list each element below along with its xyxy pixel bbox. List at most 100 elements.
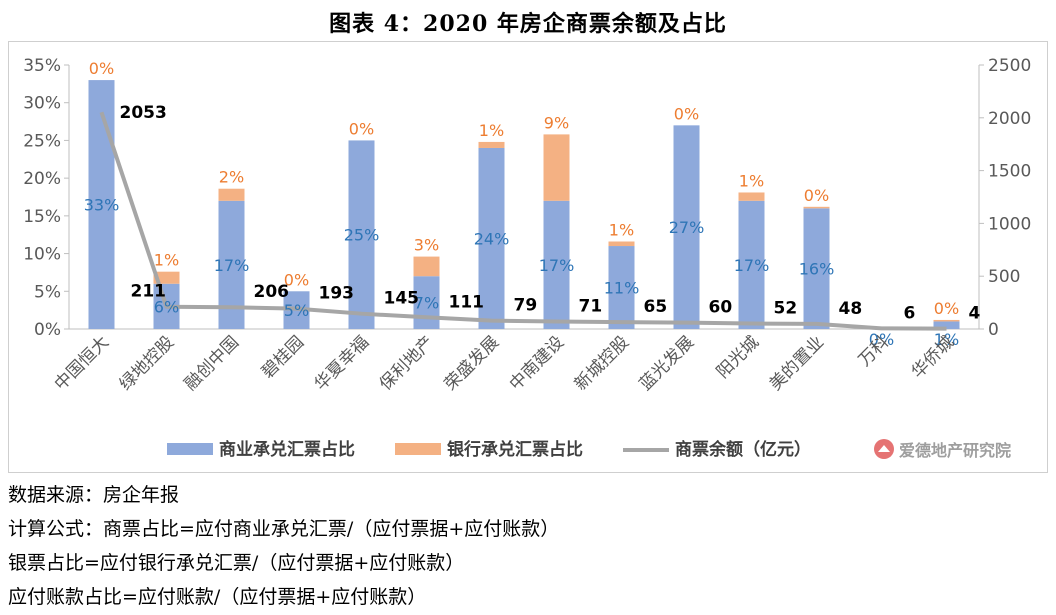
category-label: 阳光城 xyxy=(713,332,763,382)
left-tick-label: 25% xyxy=(23,131,61,151)
legend-swatch-commercial xyxy=(167,443,213,455)
bar-bank xyxy=(803,206,830,209)
bar-commercial xyxy=(738,200,765,329)
label-bank: 0% xyxy=(934,299,959,318)
bar-commercial xyxy=(803,208,830,329)
logo-text: 爱德地产研究院 xyxy=(899,441,1011,460)
bar-commercial xyxy=(608,246,635,329)
note-formula-commercial: 计算公式：商票占比=应付商业承兑汇票/（应付票据+应付账款） xyxy=(8,518,560,540)
left-tick-label: 15% xyxy=(23,207,61,227)
balance-line xyxy=(99,111,947,331)
label-commercial: 16% xyxy=(799,260,835,279)
category-label: 碧桂园 xyxy=(258,332,308,382)
category-label: 中国恒大 xyxy=(51,332,113,394)
label-commercial: 6% xyxy=(154,297,179,316)
category-label: 保利地产 xyxy=(376,332,438,394)
left-tick-label: 0% xyxy=(34,320,61,340)
label-commercial: 5% xyxy=(284,301,309,320)
category-label: 荣盛发展 xyxy=(441,332,503,394)
combo-chart: 0% 5% 10% 15% 20% 25% 30% 35% 0 500 1000 1500 2000 25… xyxy=(23,56,1031,460)
right-tick-label: 2000 xyxy=(988,109,1031,129)
bar-commercial xyxy=(673,125,700,329)
right-tick-label: 1000 xyxy=(988,214,1031,234)
bar-bank xyxy=(478,141,505,148)
bar-commercial xyxy=(413,276,440,329)
note-formula-bank: 银票占比=应付银行承兑汇票/（应付票据+应付账款） xyxy=(8,552,465,574)
label-balance: 48 xyxy=(839,299,863,319)
right-tick-label: 2500 xyxy=(988,56,1031,76)
category-label: 美的置业 xyxy=(766,332,828,394)
category-label: 中南建设 xyxy=(506,332,568,394)
label-bank: 0% xyxy=(349,119,374,138)
right-tick-label: 1500 xyxy=(988,162,1031,182)
category-label: 蓝光发展 xyxy=(636,332,698,394)
left-tick-label: 30% xyxy=(23,94,61,114)
label-bank: 9% xyxy=(544,113,569,132)
category-label: 新城控股 xyxy=(571,332,633,394)
left-tick-label: 20% xyxy=(23,169,61,189)
label-bank: 1% xyxy=(479,121,504,140)
label-bank: 0% xyxy=(284,270,309,289)
note-formula-payable: 应付账款占比=应付账款/（应付票据+应付账款） xyxy=(8,586,427,608)
bar-bank xyxy=(738,192,765,201)
legend-swatch-bank xyxy=(395,443,441,455)
house-logo-icon-roof xyxy=(878,445,890,452)
notes: 数据来源：房企年报 计算公式：商票占比=应付商业承兑汇票/（应付票据+应付账款）… xyxy=(8,478,1048,614)
label-balance: 145 xyxy=(384,289,420,309)
bar-bank xyxy=(153,271,180,284)
left-tick-label: 10% xyxy=(23,245,61,265)
bar-commercial xyxy=(933,321,960,329)
label-balance: 2053 xyxy=(120,103,167,123)
label-balance: 52 xyxy=(774,299,798,319)
label-balance: 60 xyxy=(709,298,733,318)
bar-commercial xyxy=(478,147,505,329)
label-commercial: 17% xyxy=(734,256,770,275)
category-label: 融创中国 xyxy=(181,332,243,394)
label-commercial: 27% xyxy=(669,218,705,237)
label-commercial: 17% xyxy=(214,256,250,275)
label-bank: 2% xyxy=(219,168,244,187)
label-bank: 1% xyxy=(154,251,179,270)
bar-commercial xyxy=(348,140,375,329)
label-balance: 6 xyxy=(904,303,916,323)
label-commercial: 25% xyxy=(344,226,380,245)
label-bank: 1% xyxy=(739,171,764,190)
label-commercial: 1% xyxy=(934,330,959,349)
right-tick-label: 0 xyxy=(988,320,999,340)
note-source: 数据来源：房企年报 xyxy=(8,484,180,506)
label-commercial: 33% xyxy=(84,196,120,215)
legend-label-balance: 商票余额（亿元） xyxy=(675,439,811,460)
label-bank: 0% xyxy=(89,59,114,78)
label-bank: 1% xyxy=(609,221,634,240)
label-commercial: 0% xyxy=(869,330,894,349)
left-tick-label: 5% xyxy=(34,282,61,302)
label-balance: 111 xyxy=(449,292,485,312)
label-commercial: 11% xyxy=(604,279,640,298)
label-commercial: 7% xyxy=(414,294,439,313)
label-commercial: 24% xyxy=(474,229,510,248)
bar-bank xyxy=(608,241,635,247)
bar-bank xyxy=(543,134,570,201)
label-balance: 193 xyxy=(319,284,355,304)
label-balance: 65 xyxy=(644,297,668,317)
label-commercial: 17% xyxy=(539,256,575,275)
label-balance: 71 xyxy=(579,297,603,317)
bar-commercial xyxy=(543,200,570,329)
label-balance: 4 xyxy=(969,304,981,324)
chart-container: 0% 5% 10% 15% 20% 25% 30% 35% 0 500 1000 1500 2000 25… xyxy=(8,41,1048,473)
label-balance: 211 xyxy=(131,282,167,302)
label-balance: 206 xyxy=(254,282,290,302)
label-bank: 0% xyxy=(674,104,699,123)
page-title: 图表 4：2020 年房企商票余额及占比 xyxy=(329,11,727,37)
category-label: 华夏幸福 xyxy=(311,332,373,394)
bar-bank xyxy=(413,256,440,277)
label-bank: 3% xyxy=(414,236,439,255)
legend-label-commercial: 商业承兑汇票占比 xyxy=(219,439,355,460)
legend-label-bank: 银行承兑汇票占比 xyxy=(447,439,583,460)
bar-bank xyxy=(218,188,245,201)
right-tick-label: 500 xyxy=(988,267,1020,287)
bar-bank xyxy=(933,319,960,322)
left-tick-label: 35% xyxy=(23,56,61,76)
category-label: 绿地控股 xyxy=(116,332,178,394)
label-balance: 79 xyxy=(514,296,538,316)
